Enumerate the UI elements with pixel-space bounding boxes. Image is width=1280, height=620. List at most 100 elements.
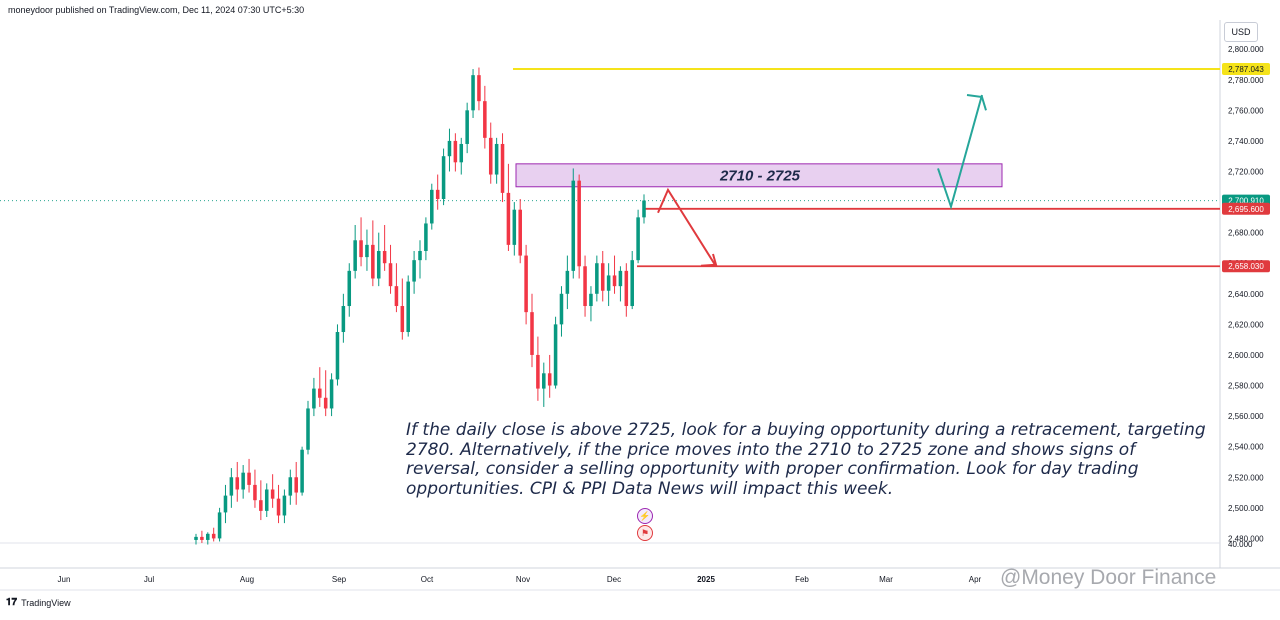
candle-body (636, 217, 640, 261)
price-label-box (1222, 62, 1270, 75)
candle-body (488, 137, 493, 175)
candle-body (241, 472, 245, 490)
candle-body (418, 250, 422, 261)
tradingview-brand: TradingView (21, 597, 71, 608)
y-tick-label: 2,600.000 (1228, 351, 1264, 360)
candle-body (483, 101, 487, 138)
candle-body (435, 189, 440, 200)
supply-zone (515, 163, 1003, 188)
tradingview-mark-icon: 𝟏𝟕 (6, 597, 18, 608)
price-label-box (1222, 202, 1270, 215)
y-tick-label: 2,560.000 (1228, 412, 1264, 421)
candle-body (359, 240, 363, 258)
price-label: 2,695.600 (1228, 205, 1264, 214)
y-tick-label: 2,480.000 (1228, 534, 1264, 543)
x-tick-label: Jul (144, 575, 154, 584)
price-label: 2,787.043 (1228, 65, 1264, 74)
x-tick-label: Dec (607, 575, 621, 584)
lightning-event-icon[interactable]: ⚡ (637, 508, 653, 524)
candle-body (477, 75, 481, 102)
volume-tick-label: 40.000 (1228, 540, 1253, 549)
candle-body (276, 498, 281, 516)
candle-body (406, 281, 410, 333)
candle-body (253, 484, 257, 501)
candle-body (536, 354, 540, 389)
y-tick-label: 2,540.000 (1228, 443, 1264, 452)
candle-body (642, 200, 646, 218)
candle-body (430, 189, 434, 224)
candle-body (494, 143, 499, 175)
candle-body (583, 266, 587, 307)
y-tick-label: 2,740.000 (1228, 137, 1264, 146)
candle-body (524, 255, 528, 313)
candle-body (335, 332, 340, 380)
price-label-box (1222, 260, 1270, 273)
y-tick-label: 2,800.000 (1228, 45, 1264, 54)
candle-body (424, 223, 428, 251)
candle-body (518, 209, 522, 256)
trade-annotation: If the daily close is above 2725, look f… (406, 420, 1206, 499)
bullish-projection-arrow (937, 94, 983, 211)
price-label: 2,658.030 (1228, 262, 1264, 271)
watermark: @Money Door Finance (1000, 566, 1217, 589)
candle-body (294, 477, 298, 493)
candle-body (282, 495, 287, 516)
candle-body (459, 143, 464, 163)
candle-body (618, 270, 623, 287)
candle-body (211, 533, 216, 539)
zone-label: 2710 - 2725 (719, 167, 801, 184)
candle-body (589, 293, 593, 307)
candle-body (371, 244, 375, 279)
bullish-arrowhead-icon (966, 94, 987, 111)
candle-body (288, 477, 293, 496)
x-tick-label: Apr (969, 575, 982, 584)
candle-body (400, 306, 405, 333)
candle-body (630, 260, 634, 307)
x-tick-label: Aug (240, 575, 254, 584)
candle-body (323, 397, 328, 409)
candle-body (500, 143, 505, 193)
candle-body (382, 250, 387, 264)
candle-body (542, 373, 546, 389)
candle-body (624, 270, 629, 307)
candle-body (217, 512, 222, 539)
us-flag-event-icon[interactable]: ⚑ (637, 525, 653, 541)
candle-body (595, 263, 599, 294)
y-tick-label: 2,620.000 (1228, 320, 1264, 329)
x-tick-label: Feb (795, 575, 809, 584)
candle-body (194, 536, 198, 540)
x-tick-label: 2025 (697, 575, 715, 584)
candle-body (229, 477, 234, 496)
y-tick-label: 2,720.000 (1228, 167, 1264, 176)
candle-body (441, 156, 446, 200)
x-tick-label: Oct (421, 575, 434, 584)
candle-body (412, 260, 416, 282)
y-tick-label: 2,680.000 (1228, 229, 1264, 238)
y-tick-label: 2,780.000 (1228, 76, 1264, 85)
y-tick-label: 2,640.000 (1228, 290, 1264, 299)
candle-body (388, 263, 393, 287)
candle-body (559, 293, 564, 325)
candle-body (512, 209, 517, 245)
candle-body (318, 388, 322, 398)
candle-body (600, 263, 605, 291)
candle-body (453, 140, 458, 163)
candle-body (353, 240, 357, 271)
y-tick-label: 2,580.000 (1228, 382, 1264, 391)
candle-body (206, 533, 210, 540)
candle-body (394, 286, 399, 307)
x-tick-label: Mar (879, 575, 893, 584)
candle-body (471, 75, 475, 111)
candle-body (259, 500, 263, 511)
candle-body (606, 275, 611, 291)
candle-body (329, 379, 334, 409)
candle-body (365, 244, 369, 258)
tradingview-logo[interactable]: 𝟏𝟕 TradingView (6, 597, 71, 608)
y-tick-label: 2,760.000 (1228, 106, 1264, 115)
x-tick-label: Nov (516, 575, 530, 584)
x-tick-label: Sep (332, 575, 347, 584)
candle-body (553, 324, 558, 386)
currency-selector[interactable]: USD (1224, 22, 1258, 42)
